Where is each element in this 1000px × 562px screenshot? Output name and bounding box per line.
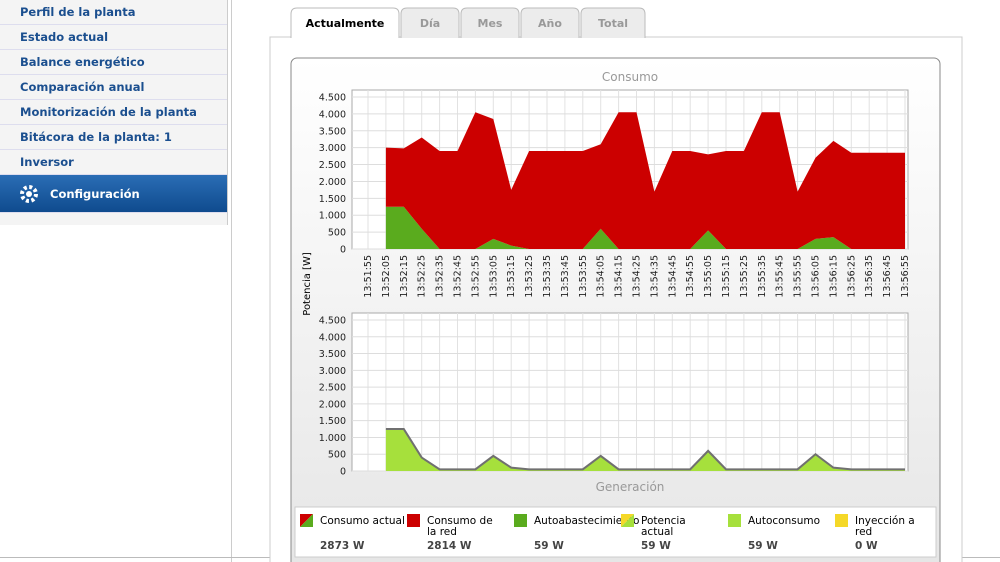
x-tick-label: 13:52:05: [381, 255, 392, 298]
y-tick-label: 2.000: [319, 399, 346, 410]
x-tick-label: 13:52:25: [417, 255, 428, 298]
x-tick-label: 13:56:25: [846, 255, 857, 298]
menu-item[interactable]: Bitácora de la planta: 1: [0, 125, 227, 150]
tab[interactable]: [400, 7, 460, 38]
x-tick-label: 13:51:55: [363, 255, 374, 298]
legend-label: Inyección a red: [855, 515, 915, 538]
x-tick-label: 13:56:35: [864, 255, 875, 298]
sidebar: Perfil de la planta Estado actual Balance …: [0, 0, 228, 225]
legend-label: Consumo de la red: [427, 515, 493, 538]
x-tick-label: 13:55:55: [793, 255, 804, 298]
legend-value: 59 W: [534, 540, 564, 552]
x-tick-label: 13:56:45: [882, 255, 893, 298]
tab[interactable]: [460, 7, 520, 38]
y-tick-label: 1.000: [319, 433, 346, 444]
chart-title: Generación: [596, 480, 665, 494]
x-tick-label: 13:55:35: [757, 255, 768, 298]
x-tick-label: 13:55:15: [721, 255, 732, 298]
x-tick-label: 13:52:35: [435, 255, 446, 298]
y-tick-label: 1.000: [319, 211, 346, 222]
legend-value: 59 W: [641, 540, 671, 552]
y-tick-label: 4.000: [319, 332, 346, 343]
legend-value: 0 W: [855, 540, 878, 552]
x-tick-label: 13:52:15: [399, 255, 410, 298]
legend-box: [294, 506, 937, 558]
x-tick-label: 13:53:45: [560, 255, 571, 298]
x-tick-label: 13:54:45: [667, 255, 678, 298]
tab-label: Total: [598, 17, 628, 30]
y-tick-label: 1.500: [319, 416, 346, 427]
chart-title: Consumo: [602, 70, 658, 84]
x-tick-label: 13:56:05: [811, 255, 822, 298]
x-tick-label: 13:54:25: [632, 255, 643, 298]
tab-label: Actualmente: [306, 17, 385, 30]
tab[interactable]: [290, 7, 400, 38]
x-tick-label: 13:53:15: [506, 255, 517, 298]
x-tick-label: 13:54:05: [596, 255, 607, 298]
y-tick-label: 3.000: [319, 366, 346, 377]
y-tick-label: 4.000: [319, 109, 346, 120]
y-tick-label: 3.000: [319, 143, 346, 154]
tab[interactable]: [580, 7, 646, 38]
y-tick-label: 3.500: [319, 349, 346, 360]
x-tick-label: 13:54:15: [614, 255, 625, 298]
legend-label: Autoconsumo: [748, 515, 820, 527]
legend-swatch: [300, 514, 313, 527]
x-tick-label: 13:52:55: [470, 255, 481, 298]
gear-icon: [20, 185, 38, 203]
x-tick-label: 13:56:55: [900, 255, 911, 298]
menu-item[interactable]: Estado actual: [0, 25, 227, 50]
x-tick-label: 13:53:05: [488, 255, 499, 298]
y-tick-label: 1.500: [319, 194, 346, 205]
tab-label: Día: [420, 17, 440, 30]
x-tick-label: 13:54:35: [649, 255, 660, 298]
legend-swatch: [835, 514, 848, 527]
legend-label: Autoabastecimiento: [534, 515, 639, 527]
area: [385, 112, 905, 249]
legend-value: 59 W: [748, 540, 778, 552]
x-tick-label: 13:55:25: [739, 255, 750, 298]
y-tick-label: 2.500: [319, 160, 346, 171]
y-tick-label: 0: [340, 245, 346, 256]
x-tick-label: 13:55:45: [775, 255, 786, 298]
menu-item[interactable]: Comparación anual: [0, 75, 227, 100]
menu-item[interactable]: Perfil de la planta: [0, 0, 227, 25]
tab-label: Año: [538, 17, 562, 30]
y-tick-label: 500: [328, 450, 346, 461]
x-tick-label: 13:53:55: [578, 255, 589, 298]
legend-label: Consumo actual: [320, 515, 405, 527]
x-tick-label: 13:54:55: [685, 255, 696, 298]
legend-swatch: [621, 514, 634, 527]
menu-item[interactable]: Configuración: [0, 175, 227, 213]
y-tick-label: 2.000: [319, 177, 346, 188]
legend-swatch: [728, 514, 741, 527]
legend-value: 2873 W: [320, 540, 365, 552]
line: [385, 428, 905, 471]
y-tick-label: 0: [340, 467, 346, 478]
x-tick-label: 13:52:45: [453, 255, 464, 298]
x-tick-label: 13:53:25: [524, 255, 535, 298]
menu-item[interactable]: Monitorización de la planta: [0, 100, 227, 125]
menu-item[interactable]: Balance energético: [0, 50, 227, 75]
legend-swatch: [514, 514, 527, 527]
tab-cover: [292, 36, 398, 39]
y-tick-label: 4.500: [319, 93, 346, 104]
y-axis-label: Potencia [W]: [302, 252, 313, 316]
tab[interactable]: [520, 7, 580, 38]
x-tick-label: 13:53:35: [542, 255, 553, 298]
x-tick-label: 13:55:05: [703, 255, 714, 298]
x-tick-label: 13:56:15: [828, 255, 839, 298]
y-tick-label: 4.500: [319, 316, 346, 327]
y-tick-label: 500: [328, 228, 346, 239]
legend-value: 2814 W: [427, 540, 472, 552]
divider: [231, 0, 232, 562]
y-tick-label: 2.500: [319, 383, 346, 394]
legend-label: Potencia actual: [641, 515, 686, 538]
legend-swatch: [407, 514, 420, 527]
y-tick-label: 3.500: [319, 126, 346, 137]
menu-item[interactable]: Inversor: [0, 150, 227, 175]
tab-label: Mes: [478, 17, 503, 30]
